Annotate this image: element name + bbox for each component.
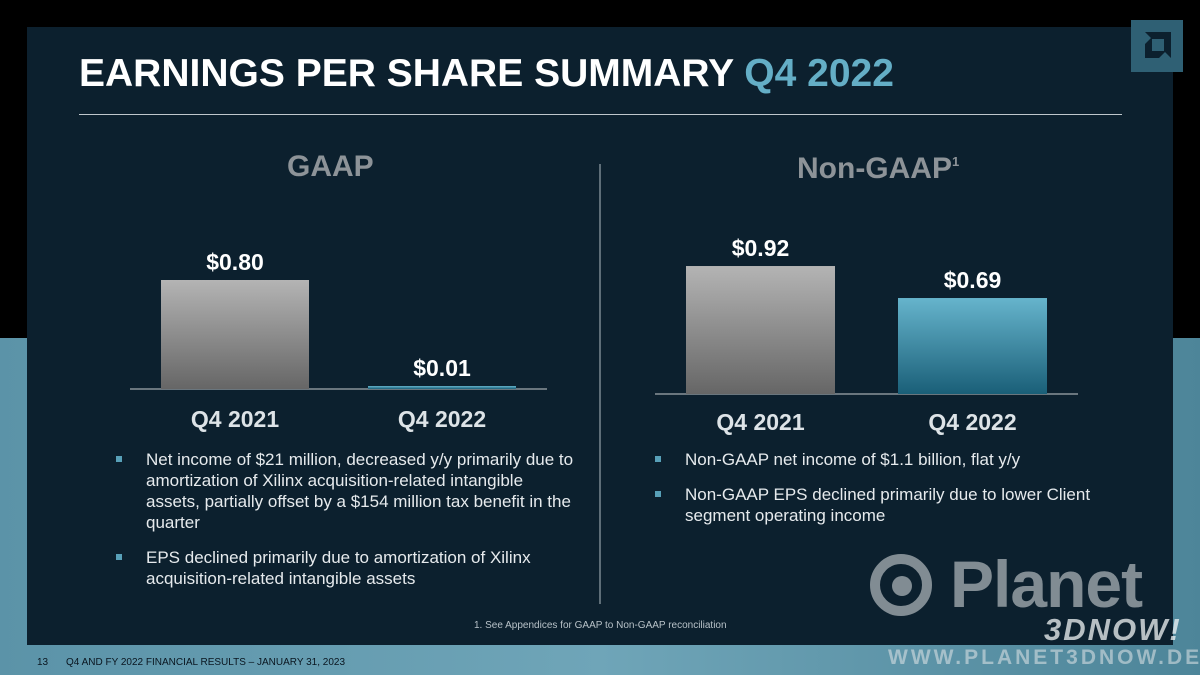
gaap-bullet-text: EPS declined primarily due to amortizati… — [146, 548, 531, 588]
nongaap-category-label: Q4 2021 — [716, 409, 804, 435]
nongaap-bullet-text: Non-GAAP net income of $1.1 billion, fla… — [685, 450, 1021, 469]
nongaap-bullet-list: Non-GAAP net income of $1.1 billion, fla… — [655, 449, 1115, 540]
gaap-heading: GAAP — [287, 150, 374, 184]
nongaap-heading-text: Non-GAAP — [797, 152, 952, 185]
gaap-value-label: $0.80 — [206, 249, 264, 275]
watermark-ring-icon — [870, 554, 932, 616]
bullet-square-icon — [116, 456, 122, 462]
watermark-tag: 3DNOW! — [1044, 612, 1182, 647]
nongaap-footnote-marker: 1 — [951, 154, 960, 169]
bullet-square-icon — [655, 456, 661, 462]
title-underline — [79, 114, 1122, 115]
section-divider — [599, 164, 601, 604]
nongaap-bar — [898, 298, 1047, 394]
nongaap-bar — [686, 266, 835, 394]
nongaap-bullet: Non-GAAP net income of $1.1 billion, fla… — [655, 449, 1115, 470]
planet3dnow-watermark: Planet 3DNOW! WWW.PLANET3DNOW.DE — [866, 547, 1199, 670]
gaap-value-label: $0.01 — [413, 355, 471, 381]
gaap-bullet: EPS declined primarily due to amortizati… — [116, 547, 576, 589]
nongaap-value-label: $0.69 — [944, 267, 1002, 293]
amd-arrow-logo-icon — [1145, 32, 1171, 58]
title-main: EARNINGS PER SHARE SUMMARY — [79, 52, 734, 95]
nongaap-category-label: Q4 2022 — [928, 409, 1016, 435]
footer-text: Q4 AND FY 2022 FINANCIAL RESULTS – JANUA… — [66, 657, 346, 668]
title-accent: Q4 2022 — [744, 52, 894, 95]
gaap-bar — [368, 386, 516, 389]
watermark-word: Planet — [950, 547, 1143, 621]
gaap-bullet-list: Net income of $21 million, decreased y/y… — [116, 449, 576, 603]
bullet-square-icon — [655, 491, 661, 497]
page-title: EARNINGS PER SHARE SUMMARY Q4 2022 — [79, 52, 894, 96]
gaap-category-label: Q4 2022 — [398, 406, 486, 432]
amd-logo — [1131, 20, 1183, 72]
footnote: 1. See Appendices for GAAP to Non-GAAP r… — [474, 620, 727, 631]
watermark-url: WWW.PLANET3DNOW.DE — [888, 646, 1200, 669]
page-number: 13 — [37, 657, 49, 668]
gaap-bar — [161, 280, 309, 389]
nongaap-bullet: Non-GAAP EPS declined primarily due to l… — [655, 484, 1115, 526]
gaap-bullet-text: Net income of $21 million, decreased y/y… — [146, 450, 574, 532]
watermark-dot-icon — [892, 576, 912, 596]
nongaap-bullet-text: Non-GAAP EPS declined primarily due to l… — [685, 485, 1091, 525]
bullet-square-icon — [116, 554, 122, 560]
gaap-bullet: Net income of $21 million, decreased y/y… — [116, 449, 576, 533]
gaap-heading-text: GAAP — [287, 150, 374, 183]
nongaap-heading: Non-GAAP1 — [797, 152, 959, 186]
nongaap-value-label: $0.92 — [732, 235, 790, 261]
gaap-category-label: Q4 2021 — [191, 406, 279, 432]
